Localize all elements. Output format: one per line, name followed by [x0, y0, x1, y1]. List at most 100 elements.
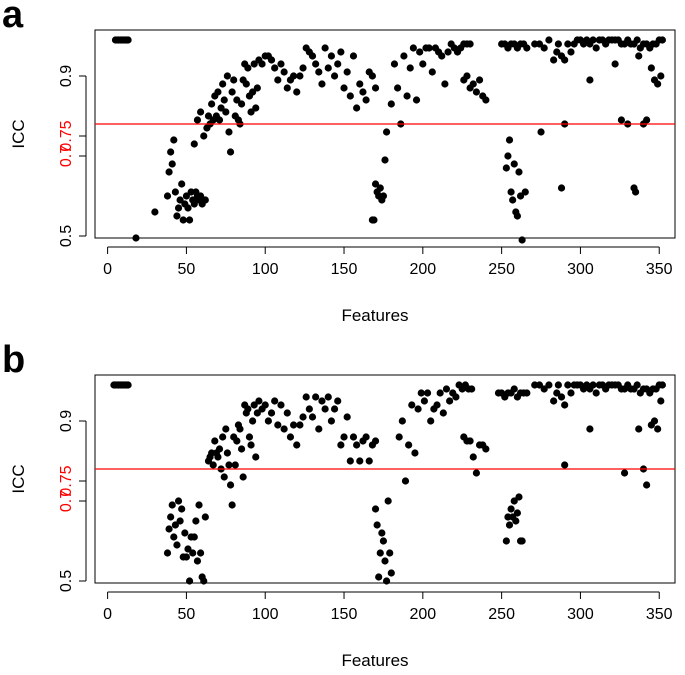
data-point [170, 533, 178, 541]
data-point [289, 421, 298, 429]
data-point [510, 497, 518, 505]
data-point [376, 549, 384, 557]
data-point [255, 397, 263, 405]
data-point [482, 445, 490, 453]
x-tick-label: 50 [178, 261, 196, 278]
data-point [244, 64, 252, 72]
data-point [334, 60, 342, 68]
data-point [502, 537, 510, 545]
data-point [617, 116, 626, 124]
data-point [647, 64, 655, 72]
y-tick-label: 0.9 [58, 65, 75, 87]
data-point [468, 385, 476, 393]
data-point [586, 425, 594, 433]
data-point [315, 68, 323, 76]
data-point [200, 577, 208, 585]
data-point [190, 200, 198, 208]
data-point [220, 473, 228, 481]
data-point [390, 60, 399, 68]
data-point [452, 393, 460, 401]
data-point [293, 88, 301, 96]
data-point [427, 417, 435, 425]
data-point [289, 72, 298, 80]
data-point [274, 421, 282, 429]
data-point [196, 108, 205, 116]
data-point [237, 100, 246, 108]
data-point [214, 88, 222, 96]
data-point [658, 381, 666, 389]
data-point [340, 84, 348, 92]
data-point [540, 385, 548, 393]
data-point [334, 397, 342, 405]
data-point [504, 152, 512, 160]
data-point [280, 425, 288, 433]
data-point [231, 461, 239, 469]
data-point [643, 481, 651, 489]
data-point [196, 549, 205, 557]
data-point [446, 397, 454, 405]
data-point [382, 577, 391, 585]
data-point [226, 481, 235, 489]
x-tick-label: 150 [331, 261, 358, 278]
panel-b: 0 50 100 150 200 250 300 350 0.5 0.7 0.75 0.9 Featur… [0, 339, 685, 675]
data-point [346, 457, 354, 465]
data-point [650, 417, 659, 425]
data-point [239, 473, 247, 481]
data-point [510, 160, 518, 168]
data-point [253, 84, 261, 92]
data-point [222, 425, 230, 433]
data-point [557, 393, 566, 401]
data-point [370, 216, 378, 224]
data-point [419, 60, 427, 68]
data-point [168, 160, 176, 168]
data-point [124, 36, 132, 44]
data-point [293, 441, 301, 449]
y-tick-label: 0.75 [58, 465, 75, 496]
plot-frame [94, 374, 676, 584]
data-point [223, 72, 231, 80]
data-point [371, 505, 380, 513]
data-point [378, 529, 386, 537]
data-point [414, 405, 422, 413]
data-point [337, 48, 345, 56]
data-point [343, 413, 351, 421]
data-point [515, 493, 523, 501]
data-point [330, 405, 339, 413]
x-tick-label: 350 [646, 606, 673, 623]
data-point [321, 44, 329, 52]
data-point [423, 389, 432, 397]
data-point [592, 44, 600, 52]
data-point [633, 36, 641, 44]
data-point [512, 517, 520, 525]
data-point [540, 44, 548, 52]
y-tick-label: 0.9 [58, 410, 75, 432]
panel-label-a: a [2, 0, 24, 36]
data-point [244, 405, 252, 413]
data-point [441, 80, 449, 88]
data-point [214, 453, 222, 461]
data-point [171, 188, 179, 196]
data-point [403, 92, 411, 100]
data-point [353, 441, 361, 449]
data-point [215, 116, 224, 124]
data-point [264, 417, 272, 425]
data-point [368, 72, 376, 80]
data-point [233, 96, 241, 104]
data-point [192, 517, 200, 525]
x-tick-label: 100 [252, 606, 279, 623]
data-point [509, 196, 517, 204]
data-point [182, 192, 191, 200]
data-point [405, 441, 413, 449]
data-point [223, 449, 231, 457]
data-point [381, 557, 389, 565]
data-point [280, 68, 288, 76]
data-point [356, 80, 364, 88]
data-point [535, 40, 544, 48]
data-point [375, 573, 383, 581]
data-point [554, 40, 562, 48]
data-point [561, 401, 569, 409]
data-point [379, 537, 388, 545]
data-point [201, 513, 209, 521]
data-point [193, 116, 202, 124]
data-point [586, 76, 594, 84]
